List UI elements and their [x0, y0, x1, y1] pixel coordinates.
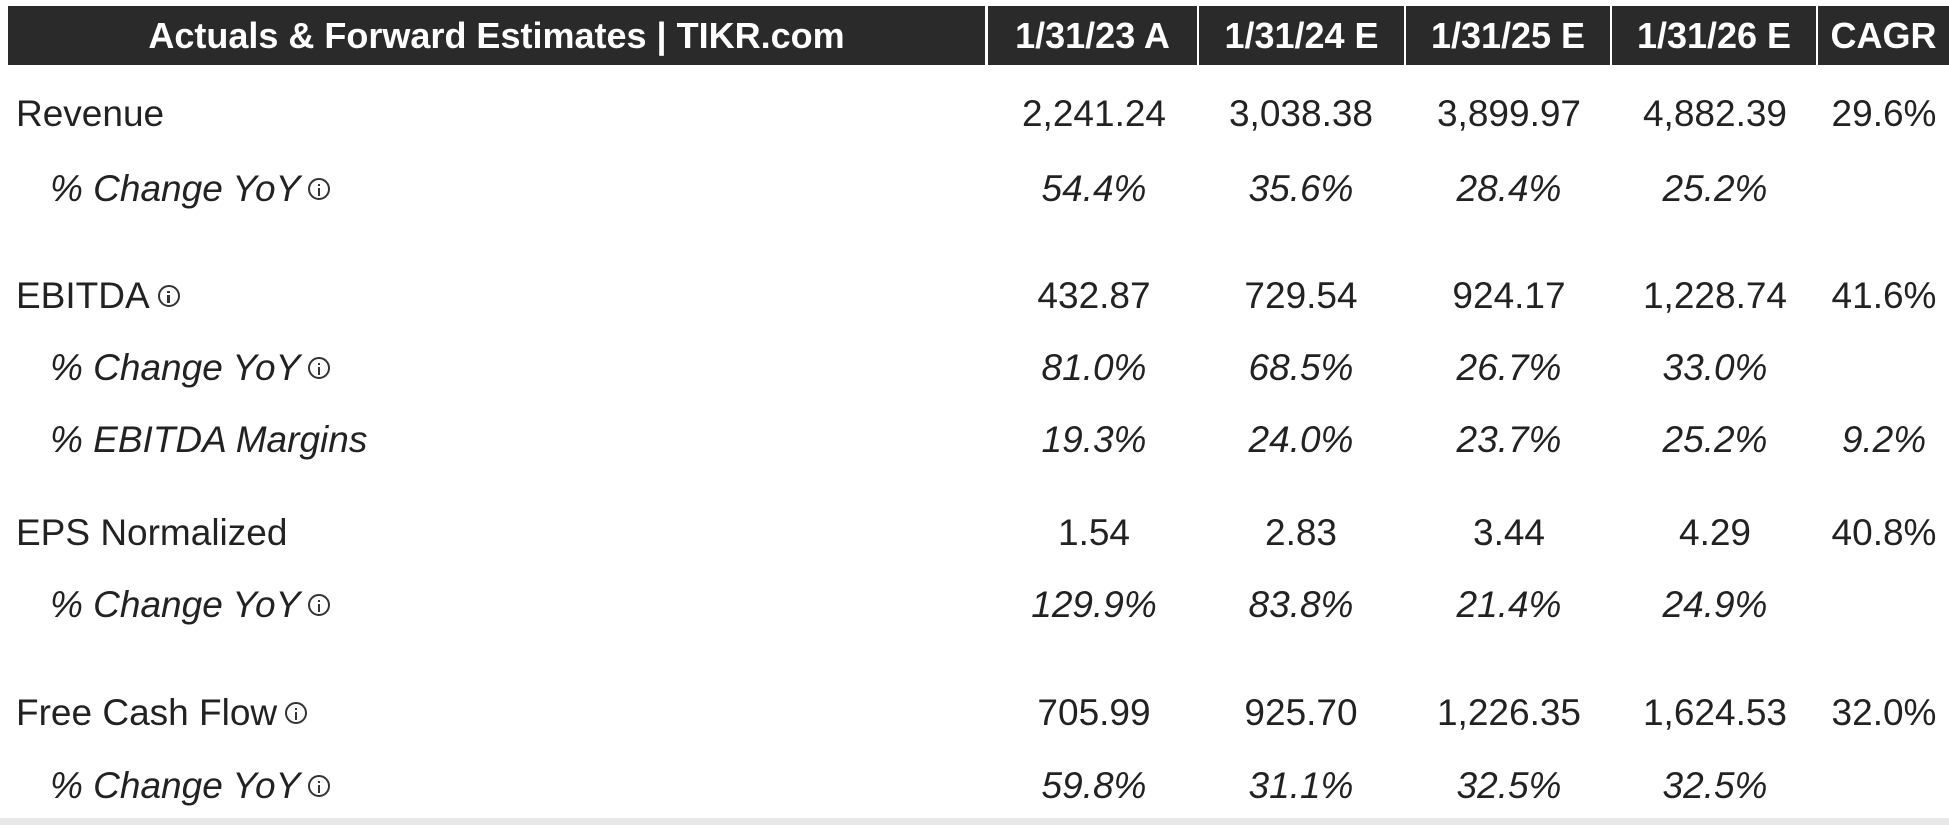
row-label: EPS Normalized — [16, 512, 287, 554]
cell: 41.6% — [1831, 275, 1937, 316]
cell: 129.9% — [1031, 584, 1157, 625]
row-label: Free Cash Flow — [16, 692, 308, 734]
row-label-text: % EBITDA Margins — [50, 419, 368, 460]
row-label-text: % Change YoY — [50, 168, 301, 209]
footer-strip — [0, 818, 1949, 825]
cell: 24.0% — [1248, 419, 1354, 460]
info-icon[interactable] — [157, 285, 180, 307]
cell: 40.8% — [1831, 512, 1937, 553]
column-header: 1/31/26 E — [1612, 6, 1816, 65]
cell: 31.1% — [1248, 765, 1354, 806]
cell: 21.4% — [1456, 584, 1562, 625]
row-label: % Change YoY — [50, 765, 331, 807]
column-header: 1/31/23 A — [988, 6, 1197, 65]
row-label: % Change YoY — [50, 168, 331, 210]
cell: 9.2% — [1841, 419, 1927, 460]
cell: 54.4% — [1041, 168, 1147, 209]
header-title: Actuals & Forward Estimates | TIKR.com — [8, 6, 985, 65]
cell: 26.7% — [1456, 347, 1562, 388]
cell: 729.54 — [1244, 275, 1358, 316]
column-header: CAGR — [1818, 6, 1949, 65]
column-header: 1/31/25 E — [1406, 6, 1610, 65]
info-icon[interactable] — [285, 702, 308, 724]
cell: 2.83 — [1264, 512, 1338, 553]
cell: 1,624.53 — [1642, 692, 1788, 733]
info-icon[interactable] — [308, 357, 331, 379]
cell: 1,228.74 — [1642, 275, 1788, 316]
row-label-text: % Change YoY — [50, 584, 301, 625]
cell: 705.99 — [1037, 692, 1151, 733]
cell: 33.0% — [1662, 347, 1768, 388]
row-label: Revenue — [16, 93, 164, 135]
row-label: EBITDA — [16, 275, 180, 317]
cell: 25.2% — [1662, 419, 1768, 460]
cell: 59.8% — [1041, 765, 1147, 806]
cell: 29.6% — [1831, 93, 1937, 134]
cell: 32.5% — [1662, 765, 1768, 806]
row-label: % EBITDA Margins — [50, 419, 367, 461]
cell: 25.2% — [1662, 168, 1768, 209]
column-header: 1/31/24 E — [1199, 6, 1404, 65]
cell: 32.5% — [1456, 765, 1562, 806]
cell: 3,038.38 — [1228, 93, 1374, 134]
cell: 1,226.35 — [1436, 692, 1582, 733]
row-label: % Change YoY — [50, 347, 331, 389]
cell: 24.9% — [1662, 584, 1768, 625]
row-label-text: EPS Normalized — [16, 512, 288, 553]
cell: 4.29 — [1678, 512, 1752, 553]
row-label-text: % Change YoY — [50, 347, 301, 388]
cell: 23.7% — [1456, 419, 1562, 460]
cell: 3.44 — [1472, 512, 1546, 553]
cell: 35.6% — [1248, 168, 1354, 209]
cell: 432.87 — [1037, 275, 1151, 316]
row-label: % Change YoY — [50, 584, 331, 626]
info-icon[interactable] — [308, 178, 331, 200]
cell: 68.5% — [1248, 347, 1354, 388]
cell: 28.4% — [1456, 168, 1562, 209]
cell: 2,241.24 — [1021, 93, 1167, 134]
cell: 924.17 — [1452, 275, 1566, 316]
cell: 83.8% — [1248, 584, 1354, 625]
row-label-text: Revenue — [16, 93, 165, 134]
cell: 19.3% — [1041, 419, 1147, 460]
cell: 1.54 — [1057, 512, 1131, 553]
cell: 925.70 — [1244, 692, 1358, 733]
row-label-text: EBITDA — [16, 275, 150, 316]
cell: 3,899.97 — [1436, 93, 1582, 134]
cell: 4,882.39 — [1642, 93, 1788, 134]
info-icon[interactable] — [308, 775, 331, 797]
row-label-text: Free Cash Flow — [16, 692, 278, 733]
cell: 32.0% — [1831, 692, 1937, 733]
row-label-text: % Change YoY — [50, 765, 301, 806]
info-icon[interactable] — [308, 594, 331, 616]
cell: 81.0% — [1041, 347, 1147, 388]
